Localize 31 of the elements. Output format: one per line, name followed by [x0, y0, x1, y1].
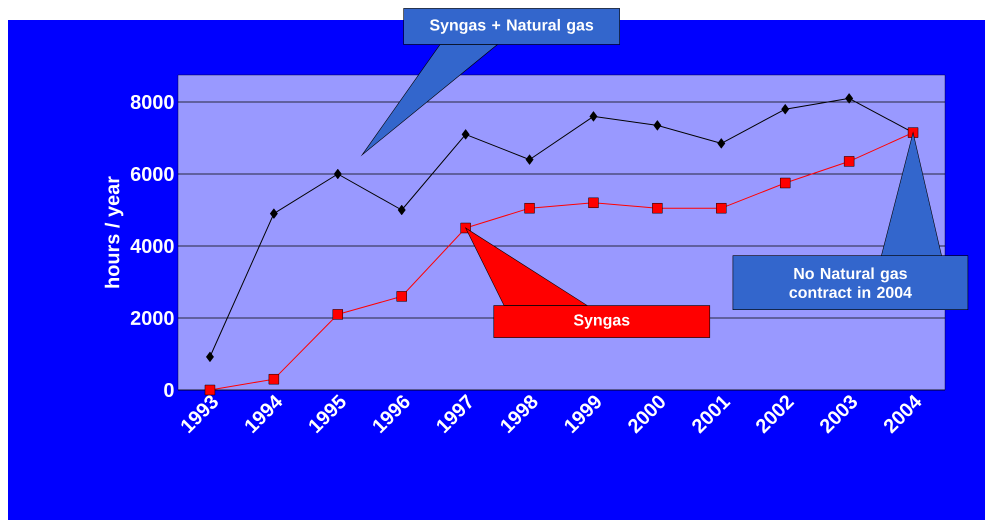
- point: [589, 111, 598, 122]
- annotation: No Natural gas contract in 2004: [789, 267, 912, 298]
- point: [460, 222, 471, 234]
- point: [204, 384, 216, 396]
- point: [268, 374, 280, 384]
- point: [334, 168, 342, 180]
- y-tick-label: 6000: [130, 166, 174, 182]
- y-axis-title: hours / year: [104, 176, 124, 288]
- point: [653, 120, 662, 131]
- point: [716, 202, 727, 214]
- point: [332, 309, 344, 320]
- point: [270, 208, 278, 219]
- point: [652, 202, 663, 214]
- point: [781, 104, 790, 114]
- y-tick-label: 2000: [130, 310, 174, 326]
- y-tick-label: 8000: [130, 94, 174, 110]
- point: [526, 154, 534, 165]
- y-tick-label: 0: [164, 382, 174, 398]
- point: [717, 138, 726, 149]
- point: [588, 198, 599, 208]
- point: [206, 352, 214, 362]
- point: [398, 204, 406, 216]
- point: [844, 156, 854, 167]
- point: [462, 129, 470, 140]
- annotation: Syngas: [574, 314, 630, 329]
- point: [396, 291, 407, 302]
- text: Syngas + Natural gas: [430, 18, 594, 34]
- y-tick-label: 4000: [130, 238, 174, 254]
- point: [845, 93, 854, 104]
- point: [524, 202, 535, 214]
- point: [780, 178, 790, 188]
